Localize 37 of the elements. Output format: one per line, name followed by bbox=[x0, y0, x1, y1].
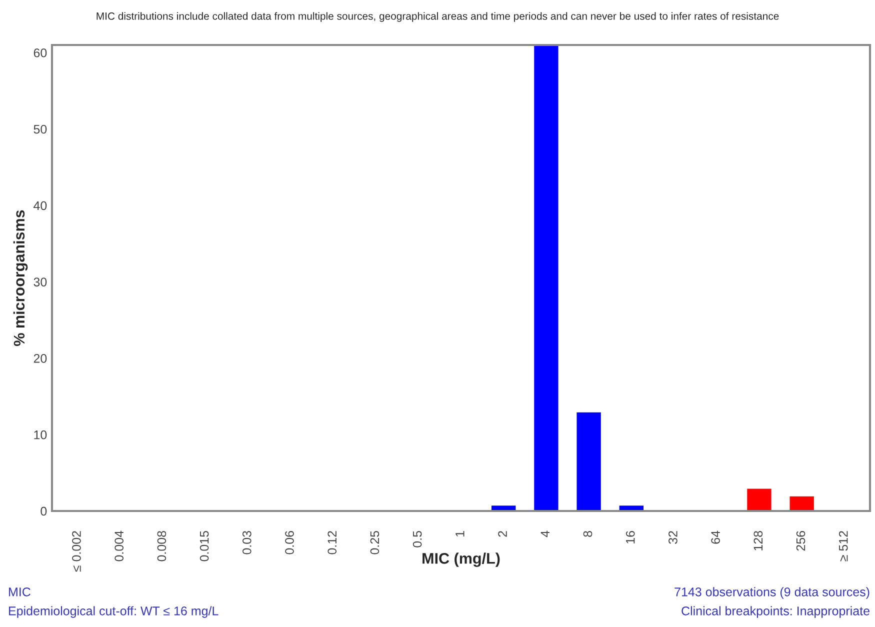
x-tick-label: 0.015 bbox=[200, 530, 209, 562]
text: Epidemiological cut-off: WT ≤ 16 mg/L bbox=[9, 606, 218, 618]
x-tick-label: 2 bbox=[498, 531, 507, 537]
chart-title: MIC distributions include collated data from multiple sources, geographical areas and time periods and can never be used to infer rates of resistance bbox=[96, 12, 779, 22]
x-tick-label: 0.004 bbox=[114, 530, 124, 562]
bar bbox=[575, 410, 602, 511]
x-tick-label: 0.25 bbox=[370, 530, 380, 554]
y-tick-label: 10 bbox=[34, 430, 47, 440]
x-tick-label: 1 bbox=[456, 531, 464, 536]
text: Clinical breakpoints: Inappropriate bbox=[682, 606, 870, 618]
x-tick-label: 256 bbox=[796, 530, 806, 551]
y-tick-label: 20 bbox=[34, 354, 47, 363]
x-axis-title: MIC (mg/L) bbox=[422, 552, 500, 567]
text: 7143 observations (9 data sources) bbox=[674, 587, 870, 599]
y-tick-label: 30 bbox=[34, 278, 47, 286]
x-tick-label: 16 bbox=[626, 530, 635, 544]
y-tick-label: 50 bbox=[34, 124, 47, 134]
x-tick-label: ≤ 0.002 bbox=[72, 531, 81, 572]
x-tick-label: 4 bbox=[540, 530, 550, 538]
y-axis-title: % microorganisms bbox=[13, 210, 28, 346]
x-tick-label: 0.03 bbox=[242, 530, 252, 554]
x-tick-label: 32 bbox=[668, 531, 678, 544]
bar bbox=[788, 495, 816, 511]
x-tick-label: ≥ 512 bbox=[838, 531, 848, 562]
x-tick-label: 0.5 bbox=[412, 530, 422, 548]
x-tick-label: 0.008 bbox=[157, 530, 166, 562]
x-tick-label: 8 bbox=[583, 530, 592, 537]
y-tick-label: 40 bbox=[34, 201, 47, 210]
bar bbox=[532, 45, 560, 511]
x-tick-label: 128 bbox=[754, 530, 763, 550]
x-tick-label: 0.12 bbox=[328, 531, 337, 554]
y-tick-label: 0 bbox=[40, 506, 47, 516]
bar bbox=[746, 487, 773, 511]
y-tick-label: 60 bbox=[34, 48, 47, 58]
text: MIC bbox=[9, 588, 30, 596]
x-tick-label: 64 bbox=[711, 530, 720, 544]
x-tick-label: 0.06 bbox=[285, 530, 294, 554]
